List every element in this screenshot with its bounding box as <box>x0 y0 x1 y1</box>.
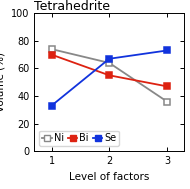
X-axis label: Level of factors: Level of factors <box>69 172 150 182</box>
Legend: Ni, Bi, Se: Ni, Bi, Se <box>39 131 120 146</box>
Y-axis label: Volume (%): Volume (%) <box>0 52 5 112</box>
Text: Tetrahedrite: Tetrahedrite <box>34 0 110 13</box>
